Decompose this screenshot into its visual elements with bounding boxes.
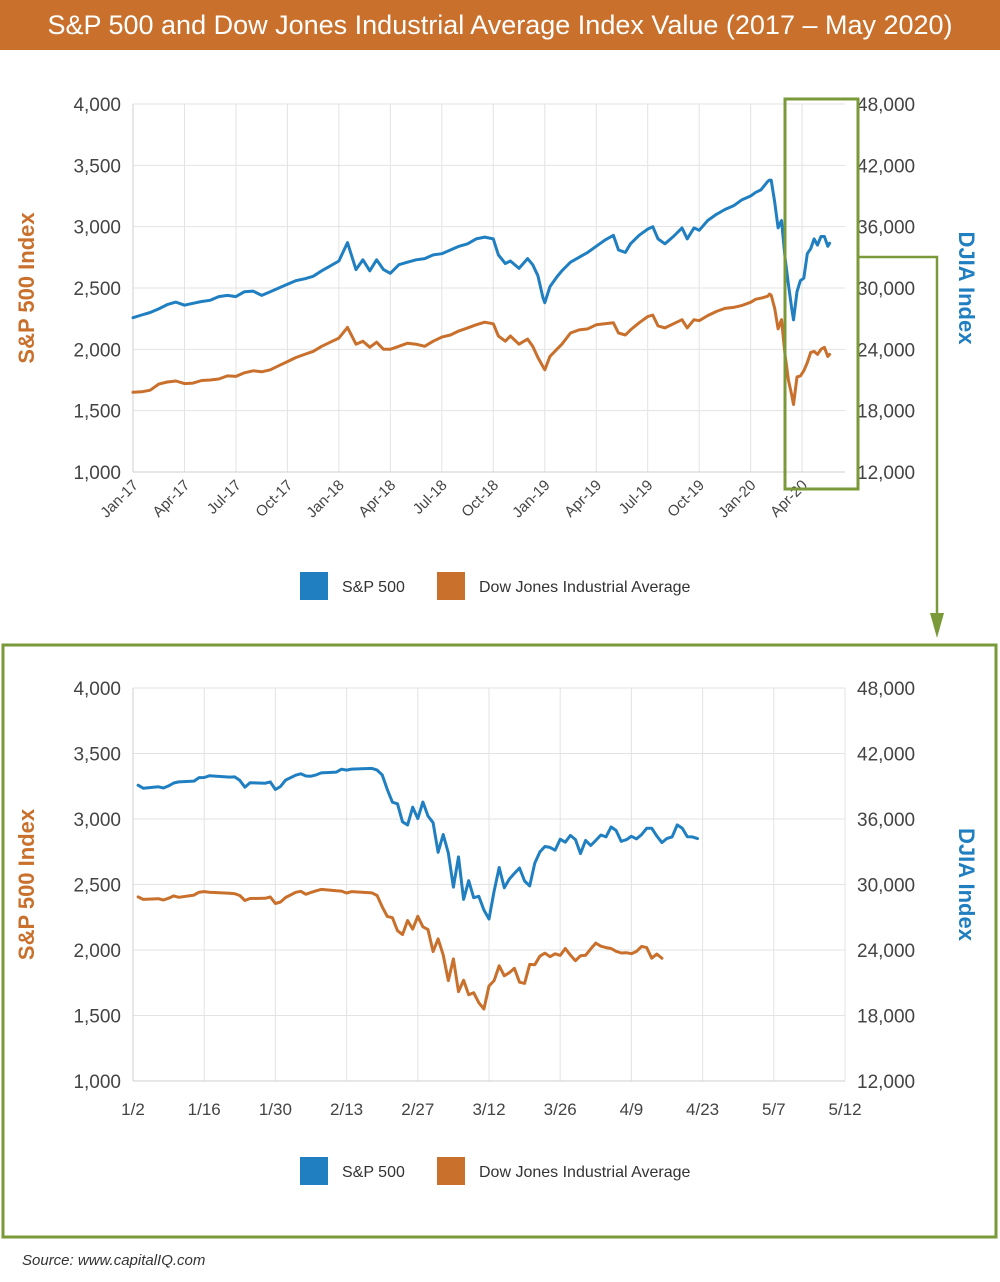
top-djia-line: [131, 292, 832, 406]
connector-arrowhead: [930, 613, 944, 638]
top-legend-sp500-label: S&P 500: [342, 579, 405, 596]
bottom-legend-djia-swatch: [437, 1157, 465, 1185]
bottom-legend-sp500-label: S&P 500: [342, 1164, 405, 1181]
top-left-tick-label: 2,500: [73, 279, 121, 300]
bottom-djia-line: [136, 887, 664, 1011]
bottom-x-tick-label: 1/2: [121, 1100, 145, 1119]
bottom-x-tick-label: 1/30: [259, 1100, 292, 1119]
bottom-left-tick-label: 2,500: [73, 876, 121, 897]
bottom-x-tick-label: 5/12: [828, 1100, 861, 1119]
top-x-tick-label: Apr-18: [355, 477, 399, 521]
top-x-tick-label: Jan-20: [715, 477, 759, 521]
top-x-tick-label: Apr-17: [149, 477, 193, 521]
top-x-tick-label: Apr-19: [561, 477, 605, 521]
bottom-right-tick-label: 18,000: [857, 1007, 915, 1028]
bottom-left-tick-label: 3,000: [73, 810, 121, 831]
bottom-x-tick-label: 2/13: [330, 1100, 363, 1119]
bottom-right-tick-label: 30,000: [857, 876, 915, 897]
bottom-x-tick-label: 4/9: [620, 1100, 644, 1119]
page-title: S&P 500 and Dow Jones Industrial Average…: [47, 10, 953, 40]
bottom-right-tick-label: 24,000: [857, 941, 915, 962]
top-left-axis-title: S&P 500 Index: [14, 212, 39, 364]
bottom-right-tick-label: 12,000: [857, 1072, 915, 1093]
top-right-tick-label: 24,000: [857, 340, 915, 361]
top-x-tick-label: Jan-18: [303, 477, 347, 521]
top-left-tick-label: 3,000: [73, 218, 121, 239]
bottom-left-axis-title: S&P 500 Index: [14, 808, 39, 960]
top-legend-djia-label: Dow Jones Industrial Average: [479, 579, 690, 596]
bottom-right-tick-label: 48,000: [857, 679, 915, 700]
bottom-x-tick-label: 4/23: [686, 1100, 719, 1119]
top-sp500-line: [131, 178, 832, 322]
bottom-left-tick-label: 1,500: [73, 1007, 121, 1028]
top-right-tick-label: 18,000: [857, 402, 915, 423]
top-x-tick-label: Jan-19: [509, 477, 553, 521]
top-left-tick-label: 1,500: [73, 402, 121, 423]
source-note: Source: www.capitalIQ.com: [22, 1252, 206, 1269]
top-legend-djia-swatch: [437, 572, 465, 600]
top-x-tick-label: Jul-17: [204, 477, 245, 518]
top-right-tick-label: 30,000: [857, 279, 915, 300]
top-legend-sp500-swatch: [300, 572, 328, 600]
top-left-tick-label: 3,500: [73, 156, 121, 177]
top-x-tick-label: Oct-17: [252, 477, 296, 521]
bottom-x-tick-label: 1/16: [188, 1100, 221, 1119]
title-bar: [0, 0, 1000, 50]
top-x-tick-label: Apr-20: [767, 477, 811, 521]
top-right-axis-title: DJIA Index: [954, 232, 979, 346]
highlight-box: [783, 97, 860, 491]
bottom-right-tick-label: 36,000: [857, 810, 915, 831]
top-x-tick-label: Oct-19: [664, 477, 708, 521]
bottom-left-tick-label: 3,500: [73, 745, 121, 766]
bottom-sp500-line: [136, 766, 699, 921]
top-right-tick-label: 36,000: [857, 218, 915, 239]
top-x-tick-label: Jul-19: [616, 477, 657, 518]
top-right-tick-label: 48,000: [857, 95, 915, 116]
bottom-right-tick-label: 42,000: [857, 745, 915, 766]
zoom-panel-frame: [1, 643, 998, 1239]
top-left-tick-label: 4,000: [73, 95, 121, 116]
bottom-left-tick-label: 1,000: [73, 1072, 121, 1093]
bottom-x-tick-label: 3/26: [544, 1100, 577, 1119]
bottom-legend-sp500-swatch: [300, 1157, 328, 1185]
top-right-tick-label: 12,000: [857, 463, 915, 484]
top-x-tick-label: Oct-18: [458, 477, 502, 521]
top-left-tick-label: 1,000: [73, 463, 121, 484]
bottom-x-tick-label: 3/12: [472, 1100, 505, 1119]
bottom-right-axis-title: DJIA Index: [954, 828, 979, 942]
top-left-tick-label: 2,000: [73, 340, 121, 361]
bottom-left-tick-label: 2,000: [73, 941, 121, 962]
top-right-tick-label: 42,000: [857, 156, 915, 177]
connector-line: [858, 255, 939, 615]
bottom-x-tick-label: 5/7: [762, 1100, 786, 1119]
top-x-tick-label: Jul-18: [410, 477, 451, 518]
bottom-legend-djia-label: Dow Jones Industrial Average: [479, 1164, 690, 1181]
bottom-left-tick-label: 4,000: [73, 679, 121, 700]
bottom-x-tick-label: 2/27: [401, 1100, 434, 1119]
